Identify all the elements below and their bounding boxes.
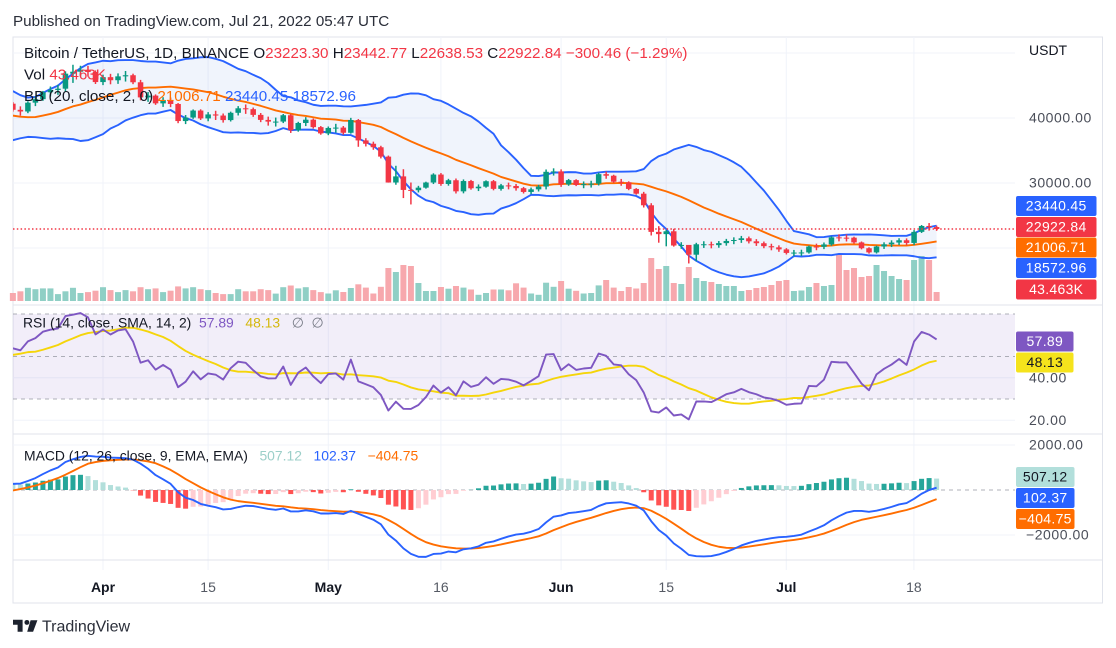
svg-text:57.89: 57.89 xyxy=(1027,333,1064,349)
svg-text:16: 16 xyxy=(433,579,449,595)
svg-text:507.12: 507.12 xyxy=(1023,469,1068,485)
svg-text:2000.00: 2000.00 xyxy=(1029,437,1083,453)
svg-text:Published on TradingView.com,: Published on TradingView.com, Jul 21, 20… xyxy=(13,13,389,30)
svg-text:20.00: 20.00 xyxy=(1029,412,1067,428)
svg-text:18: 18 xyxy=(906,579,922,595)
svg-text:23440.45: 23440.45 xyxy=(1026,198,1087,214)
svg-text:15: 15 xyxy=(200,579,216,595)
svg-text:102.37: 102.37 xyxy=(1023,490,1068,506)
svg-text:15: 15 xyxy=(658,579,674,595)
svg-text:−404.75: −404.75 xyxy=(1019,511,1072,527)
svg-text:Bitcoin / TetherUS, 1D, BINANC: Bitcoin / TetherUS, 1D, BINANCE O23223.3… xyxy=(24,45,687,62)
svg-text:40.00: 40.00 xyxy=(1029,370,1067,386)
svg-text:Vol 43.463K: Vol 43.463K xyxy=(24,67,106,84)
svg-text:BB (20, close, 2, 0) 21006.71: BB (20, close, 2, 0) 21006.71 23440.45 1… xyxy=(24,88,356,105)
svg-text:−2000.00: −2000.00 xyxy=(1026,527,1089,543)
svg-text:May: May xyxy=(315,579,342,595)
svg-text:22922.84: 22922.84 xyxy=(1026,219,1087,235)
svg-text:USDT: USDT xyxy=(1029,42,1068,58)
svg-text:Jun: Jun xyxy=(549,579,574,595)
svg-text:30000.00: 30000.00 xyxy=(1029,175,1092,191)
svg-text:21006.71: 21006.71 xyxy=(1026,239,1087,255)
svg-text:48.13: 48.13 xyxy=(1027,354,1064,370)
svg-text:MACD (12, 26, close, 9, EMA, E: MACD (12, 26, close, 9, EMA, EMA) 507.12… xyxy=(24,448,418,464)
svg-text:RSI (14, close, SMA, 14, 2) 5: RSI (14, close, SMA, 14, 2) 57.89 48.13 … xyxy=(23,315,324,331)
svg-text:18572.96: 18572.96 xyxy=(1026,260,1087,276)
svg-text:TradingView: TradingView xyxy=(42,619,130,636)
svg-text:43.463K: 43.463K xyxy=(1029,281,1084,297)
svg-text:40000.00: 40000.00 xyxy=(1029,110,1092,126)
svg-text:Jul: Jul xyxy=(776,579,796,595)
svg-text:Apr: Apr xyxy=(91,579,116,595)
